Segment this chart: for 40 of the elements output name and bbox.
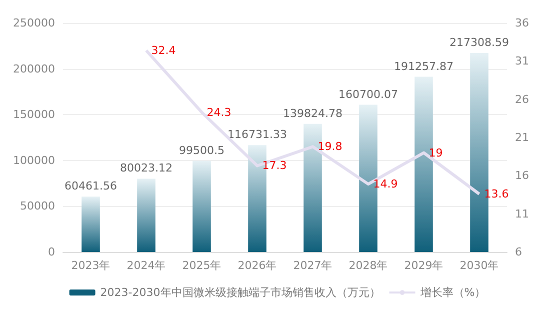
y2-tick-label: 21 [515,131,529,144]
data-label: 17.3 [262,159,287,172]
data-label: 24.3 [206,106,232,119]
data-label: 217308.59 [450,36,509,49]
x-tick-label: 2024年 [126,259,166,272]
legend-label: 增长率（%） [419,286,486,299]
y-tick-label: 250000 [13,16,55,30]
x-tick-label: 2029年 [404,259,444,272]
x-tick-label: 2023年 [71,259,110,272]
data-label: 116731.33 [228,128,287,142]
y-tick-label: 150000 [13,108,55,122]
y2-tick-label: 36 [515,16,529,30]
data-label: 160700.07 [338,88,398,101]
y2-tick-label: 31 [515,54,529,68]
data-label: 191257.87 [394,60,454,73]
data-label: 19 [428,146,443,160]
data-label: 139824.78 [283,106,342,120]
bar [82,196,100,252]
y2-tick-label: 16 [515,169,529,182]
x-tick-label: 2025年 [182,259,222,272]
x-tick-label: 2028年 [348,259,388,272]
y2-tick-label: 11 [515,207,529,220]
x-tick-label: 2030年 [460,259,499,272]
y-tick-label: 50000 [20,200,55,213]
data-label: 19.8 [318,140,342,154]
legend-label: 2023-2030年中国微米级接触端子市场销售收入（万元） [100,286,380,299]
data-label: 14.9 [373,178,398,191]
y2-tick-label: 6 [515,246,522,258]
data-label: 80023.12 [120,162,172,175]
data-label: 60461.56 [64,180,117,193]
y-tick-label: 100000 [13,154,55,167]
y-tick-label: 0 [48,246,55,258]
data-label: 99500.5 [179,144,224,157]
y2-tick-label: 26 [515,92,529,106]
data-label: 32.4 [151,44,176,57]
x-tick-label: 2026年 [238,259,277,272]
x-tick-label: 2027年 [293,259,332,272]
bar [137,178,156,252]
y-tick-label: 200000 [13,62,55,76]
bar [192,160,211,252]
